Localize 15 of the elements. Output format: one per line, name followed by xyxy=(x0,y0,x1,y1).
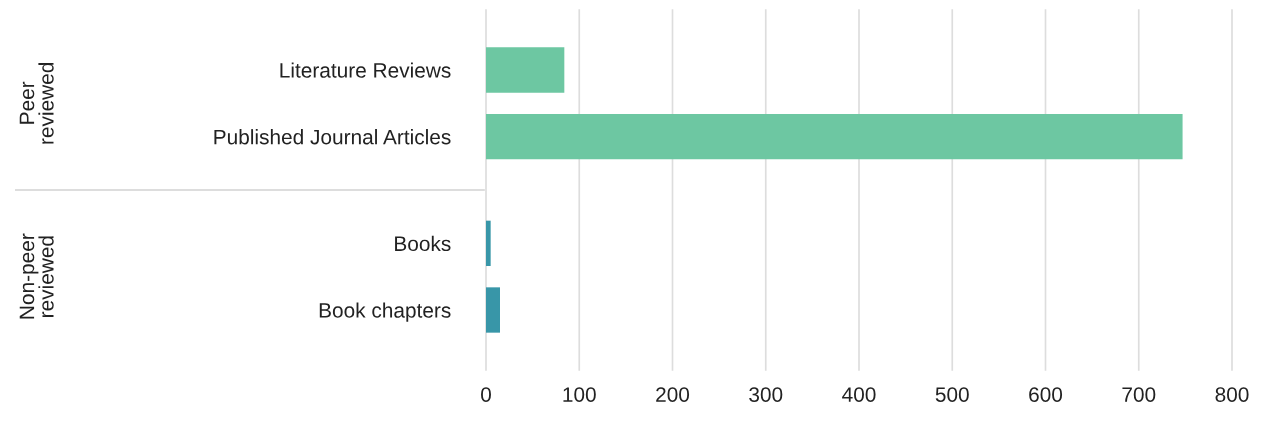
y-tick-label: Published Journal Articles xyxy=(214,129,451,145)
text: Peer reviewed xyxy=(19,62,54,144)
x-tick-label: 600 xyxy=(1029,387,1063,402)
x-tick-label: 800 xyxy=(1215,387,1249,402)
x-tick-label: 200 xyxy=(656,387,690,402)
x-tick-label: 100 xyxy=(563,387,596,402)
text: Non-peer reviewed xyxy=(19,233,54,319)
y-tick-label: Book chapters xyxy=(319,302,451,322)
x-tick-label: 300 xyxy=(749,387,783,402)
x-tick-label: 700 xyxy=(1122,387,1156,402)
y-tick-label: Books xyxy=(395,235,451,252)
x-tick-label: 400 xyxy=(842,387,876,402)
x-tick-label: 500 xyxy=(935,387,969,402)
x-tick-label: 0 xyxy=(481,387,491,402)
y-tick-label: Literature Reviews xyxy=(280,62,451,78)
